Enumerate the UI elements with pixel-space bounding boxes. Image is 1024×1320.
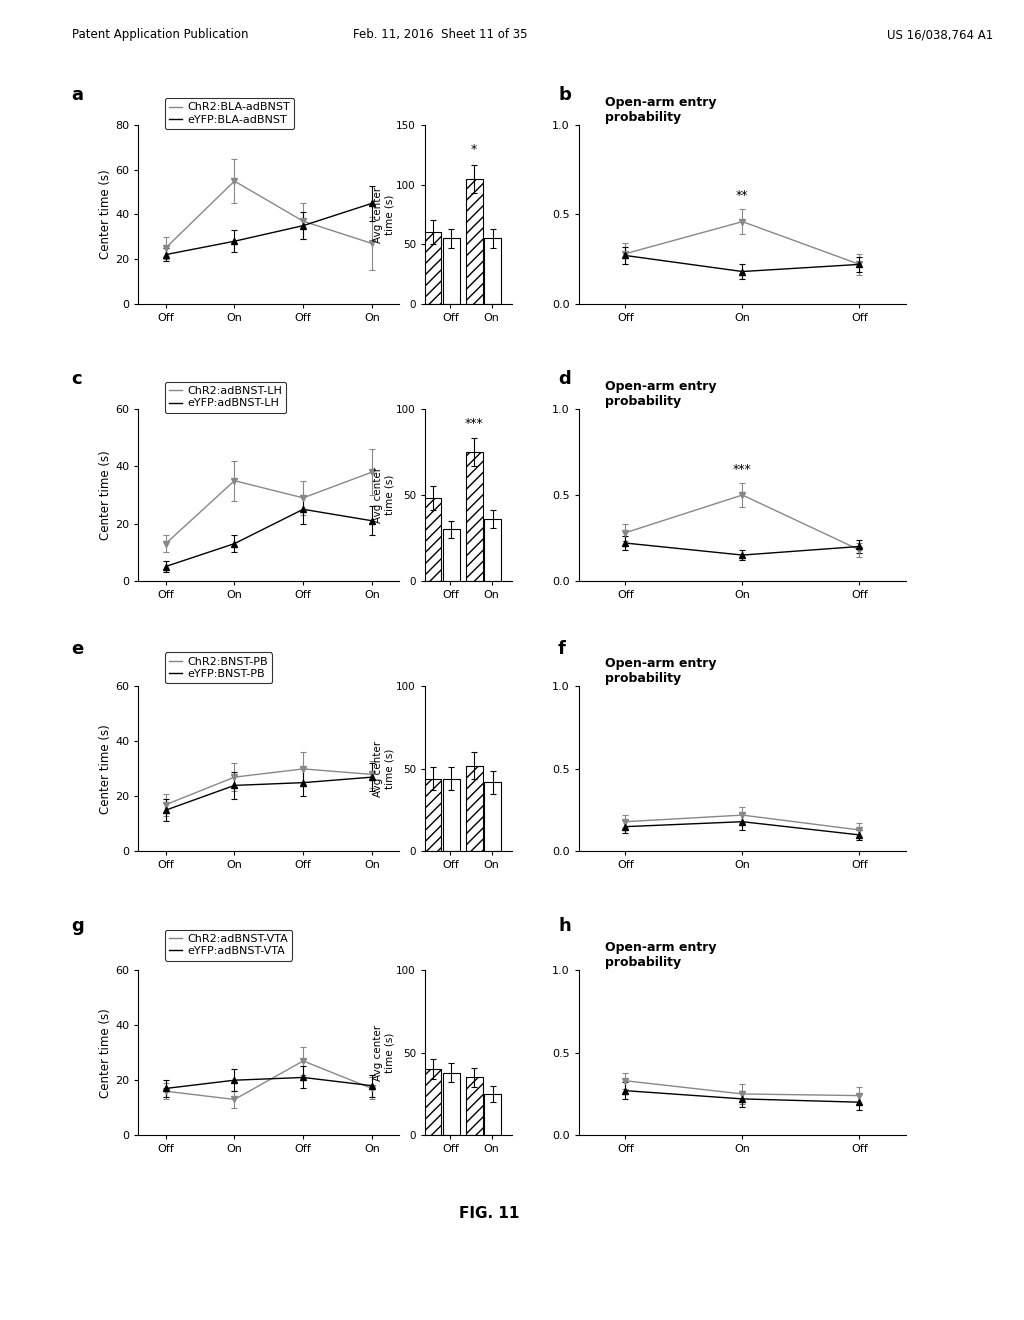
Bar [424, 1069, 441, 1135]
Text: a: a [72, 86, 84, 104]
Bar [484, 519, 501, 581]
Y-axis label: Avg center
time (s): Avg center time (s) [374, 467, 395, 523]
Bar [466, 451, 482, 581]
Text: d: d [558, 370, 570, 388]
Text: Patent Application Publication: Patent Application Publication [72, 28, 248, 41]
Legend: ChR2:adBNST-LH, eYFP:adBNST-LH: ChR2:adBNST-LH, eYFP:adBNST-LH [165, 381, 287, 413]
Text: Open-arm entry
probability: Open-arm entry probability [605, 941, 716, 969]
Y-axis label: Center time (s): Center time (s) [99, 725, 113, 813]
Text: *: * [471, 143, 477, 156]
Text: ***: *** [733, 463, 752, 477]
Bar [466, 766, 482, 851]
Text: Feb. 11, 2016  Sheet 11 of 35: Feb. 11, 2016 Sheet 11 of 35 [353, 28, 527, 41]
Bar [424, 499, 441, 581]
Bar [484, 1094, 501, 1135]
Text: Open-arm entry
probability: Open-arm entry probability [605, 96, 716, 124]
Legend: ChR2:BNST-PB, eYFP:BNST-PB: ChR2:BNST-PB, eYFP:BNST-PB [165, 652, 272, 684]
Bar [484, 781, 501, 851]
Text: ***: *** [465, 417, 483, 430]
Bar [466, 178, 482, 304]
Y-axis label: Center time (s): Center time (s) [99, 170, 113, 259]
Text: h: h [558, 917, 570, 936]
Y-axis label: Avg center
time (s): Avg center time (s) [373, 186, 395, 243]
Bar [443, 238, 460, 304]
Text: FIG. 11: FIG. 11 [459, 1206, 519, 1221]
Legend: ChR2:adBNST-VTA, eYFP:adBNST-VTA: ChR2:adBNST-VTA, eYFP:adBNST-VTA [165, 929, 292, 961]
Bar [443, 529, 460, 581]
Text: Open-arm entry
probability: Open-arm entry probability [605, 380, 716, 408]
Bar [424, 779, 441, 851]
Bar [466, 1077, 482, 1135]
Bar [484, 238, 501, 304]
Text: b: b [558, 86, 571, 104]
Bar [443, 779, 460, 851]
Y-axis label: Center time (s): Center time (s) [99, 450, 113, 540]
Y-axis label: Avg center
time (s): Avg center time (s) [374, 1024, 395, 1081]
Text: f: f [558, 640, 566, 659]
Bar [424, 232, 441, 304]
Legend: ChR2:BLA-adBNST, eYFP:BLA-adBNST: ChR2:BLA-adBNST, eYFP:BLA-adBNST [165, 98, 294, 129]
Y-axis label: Center time (s): Center time (s) [99, 1008, 113, 1097]
Text: c: c [72, 370, 82, 388]
Text: US 16/038,764 A1: US 16/038,764 A1 [887, 28, 993, 41]
Text: Open-arm entry
probability: Open-arm entry probability [605, 657, 716, 685]
Text: **: ** [736, 189, 749, 202]
Text: e: e [72, 640, 84, 659]
Y-axis label: Avg center
time (s): Avg center time (s) [374, 741, 395, 797]
Bar [443, 1072, 460, 1135]
Text: g: g [72, 917, 84, 936]
